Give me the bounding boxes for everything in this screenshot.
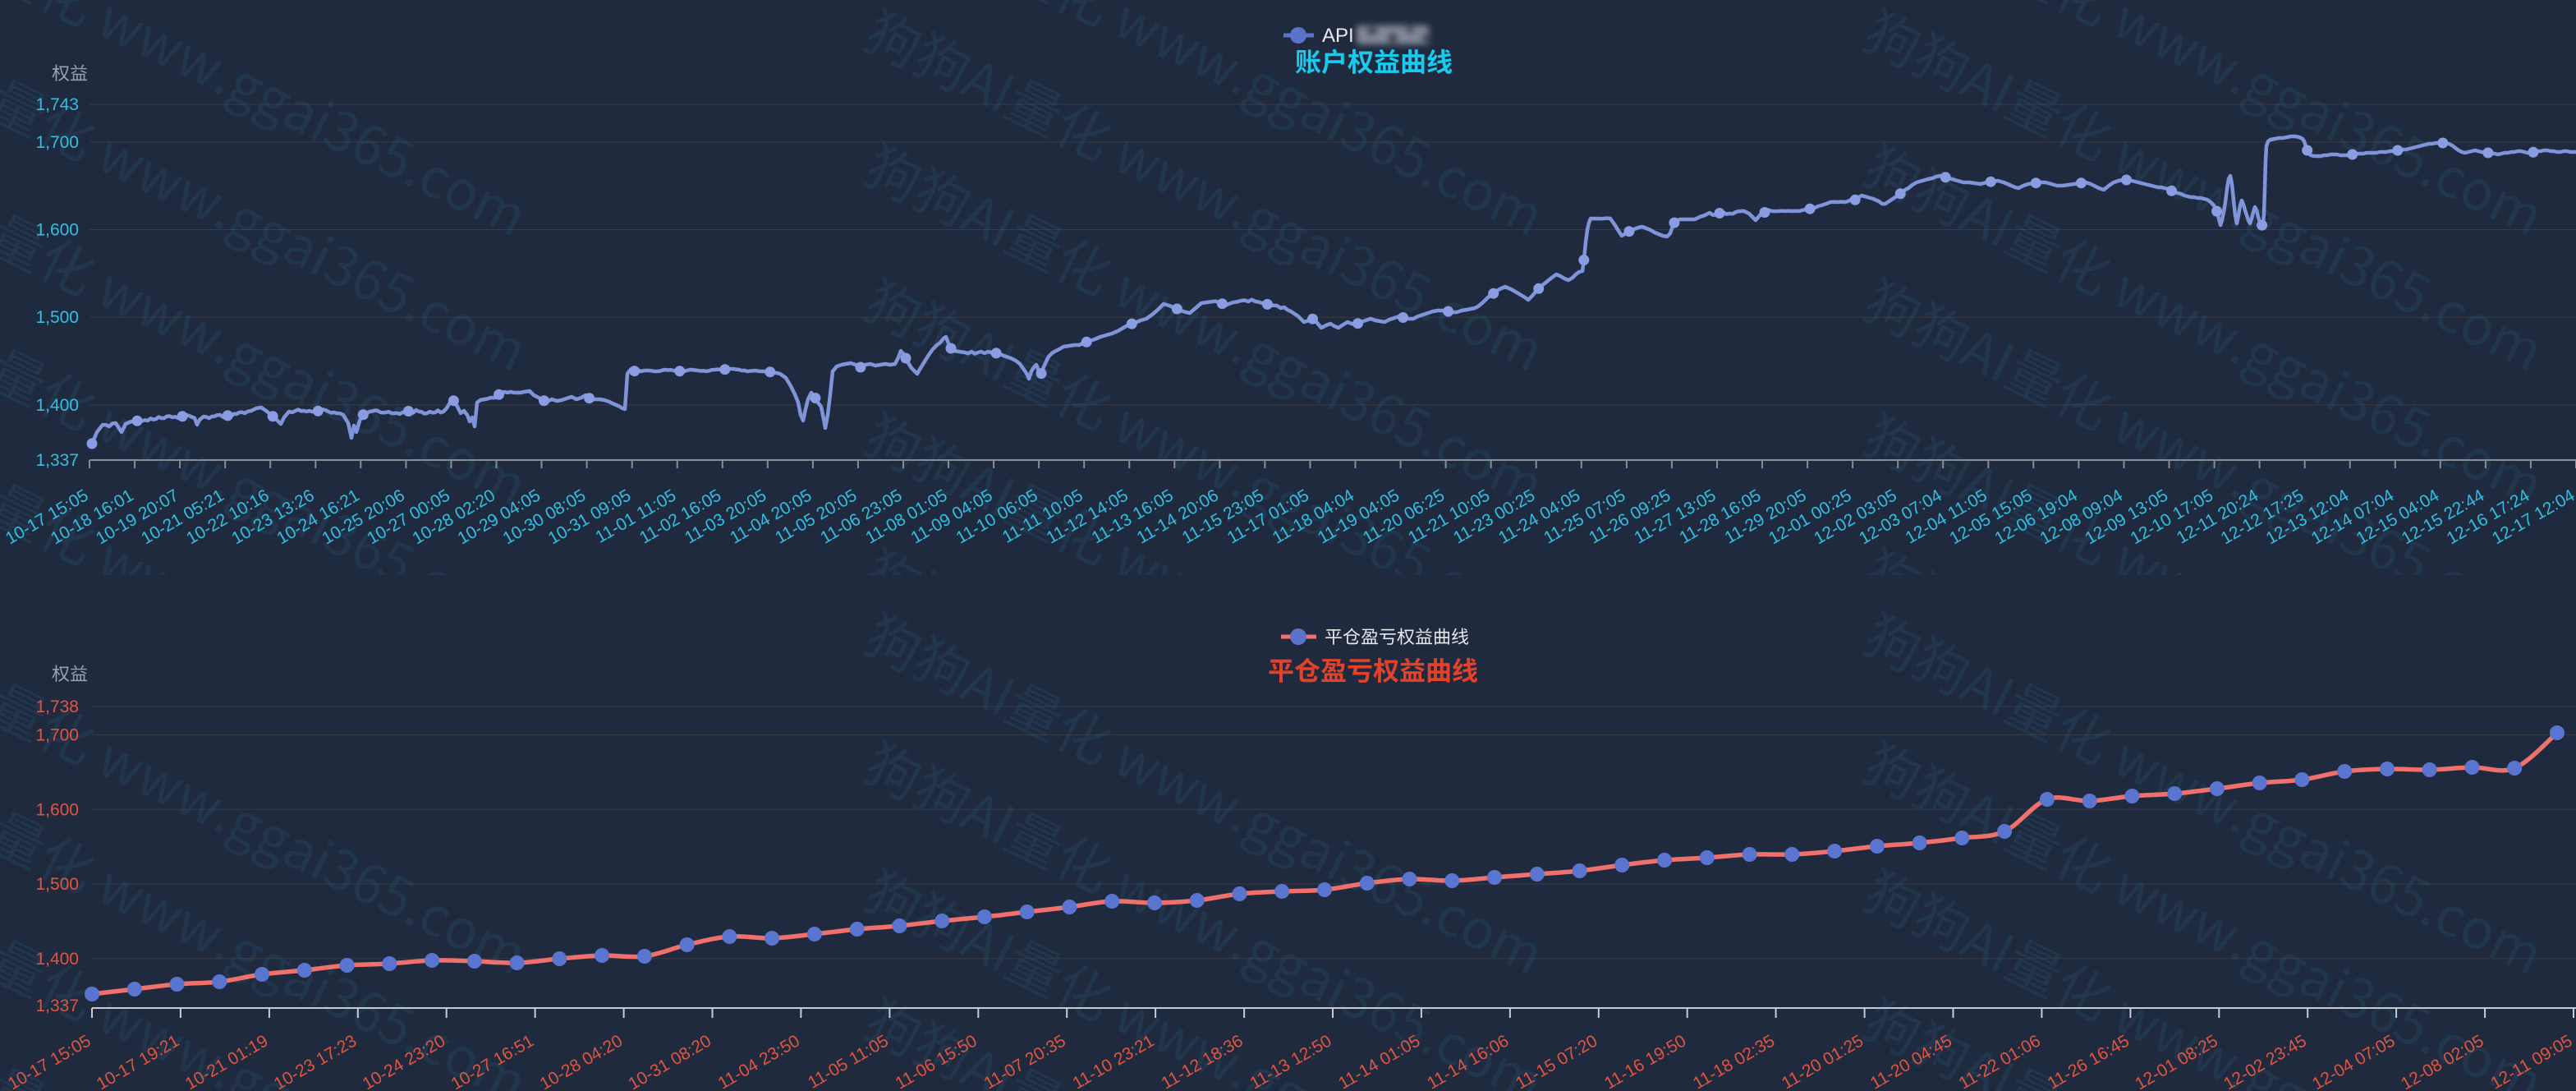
svg-text:10-21 01:19: 10-21 01:19 — [182, 1031, 272, 1091]
svg-text:1,337: 1,337 — [35, 451, 79, 470]
svg-text:1,500: 1,500 — [35, 308, 79, 327]
svg-text:1,337: 1,337 — [35, 997, 79, 1015]
svg-text:11-20 01:25: 11-20 01:25 — [1779, 1031, 1867, 1091]
svg-text:1,700: 1,700 — [35, 133, 79, 152]
svg-text:10-23 17:23: 10-23 17:23 — [271, 1031, 360, 1091]
svg-text:11-18 02:35: 11-18 02:35 — [1690, 1031, 1778, 1091]
svg-text:1,600: 1,600 — [35, 800, 79, 819]
svg-text:1,600: 1,600 — [35, 221, 79, 240]
svg-text:12-04 07:05: 12-04 07:05 — [2309, 1031, 2399, 1091]
svg-text:11-13 12:50: 11-13 12:50 — [1247, 1031, 1334, 1091]
svg-text:11-15 07:20: 11-15 07:20 — [1513, 1031, 1600, 1091]
svg-text:10-17 19:21: 10-17 19:21 — [94, 1031, 183, 1091]
svg-text:1,743: 1,743 — [35, 95, 79, 114]
svg-text:10-17 15:05: 10-17 15:05 — [5, 1031, 94, 1091]
svg-text:11-10 23:21: 11-10 23:21 — [1069, 1031, 1157, 1091]
svg-text:10-28 04:20: 10-28 04:20 — [537, 1031, 627, 1091]
svg-text:11-14 01:05: 11-14 01:05 — [1335, 1031, 1423, 1091]
svg-text:11-06 15:50: 11-06 15:50 — [893, 1031, 980, 1091]
svg-text:1,500: 1,500 — [35, 875, 79, 894]
svg-text:1,738: 1,738 — [35, 697, 79, 716]
svg-text:API: API — [1322, 25, 1354, 47]
svg-text:11-04 23:50: 11-04 23:50 — [715, 1031, 803, 1091]
svg-text:10-27 16:51: 10-27 16:51 — [448, 1031, 538, 1091]
svg-text:11-14 16:06: 11-14 16:06 — [1424, 1031, 1512, 1091]
svg-text:11-26 16:45: 11-26 16:45 — [2045, 1031, 2133, 1091]
svg-text:1,400: 1,400 — [35, 396, 79, 415]
svg-text:11-16 19:50: 11-16 19:50 — [1601, 1031, 1689, 1091]
svg-text:1,700: 1,700 — [35, 726, 79, 745]
svg-text:1,400: 1,400 — [35, 950, 79, 969]
svg-text:10-31 08:20: 10-31 08:20 — [625, 1031, 714, 1091]
svg-text:11-05 11:05: 11-05 11:05 — [805, 1031, 892, 1091]
